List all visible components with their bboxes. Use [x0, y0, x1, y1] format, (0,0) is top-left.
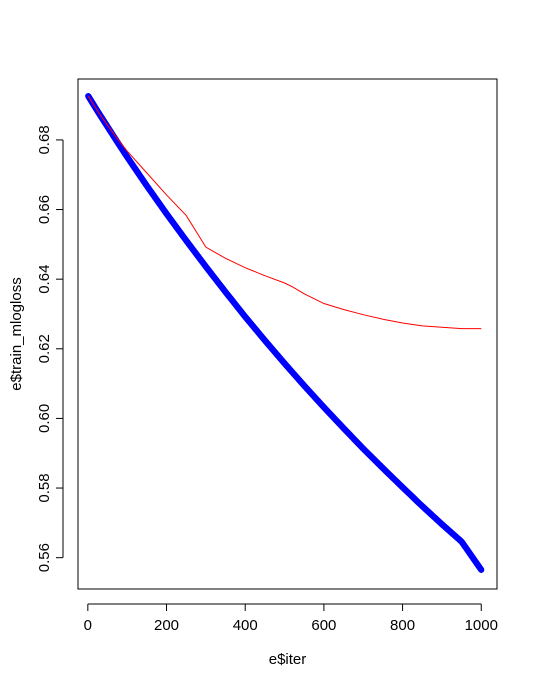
x-tick-label: 600: [311, 617, 336, 634]
y-tick-label: 0.64: [36, 265, 53, 294]
series-1: [85, 92, 485, 573]
y-tick-label: 0.62: [36, 334, 53, 363]
x-axis: 0 200 400 600 800 1000: [84, 603, 498, 634]
x-axis-label: e$iter: [269, 651, 307, 668]
series-2: [87, 95, 482, 330]
x-tick-label: 0: [84, 617, 92, 634]
series-line: [87, 95, 482, 330]
y-tick-label: 0.58: [36, 473, 53, 502]
y-tick-label: 0.56: [36, 543, 53, 572]
series-layer: [85, 92, 485, 573]
y-tick-label: 0.60: [36, 404, 53, 433]
data-point: [478, 566, 485, 573]
plot-box: [77, 78, 498, 590]
y-axis-label: e$train_mlogloss: [8, 277, 25, 390]
y-tick-label: 0.66: [36, 195, 53, 224]
x-tick-label: 200: [154, 617, 179, 634]
x-tick-label: 1000: [465, 617, 498, 634]
y-tick-label: 0.68: [36, 125, 53, 154]
x-tick-label: 800: [390, 617, 415, 634]
x-tick-label: 400: [233, 617, 258, 634]
y-axis: 0.56 0.58 0.60 0.62 0.64 0.66 0.68: [36, 125, 64, 572]
